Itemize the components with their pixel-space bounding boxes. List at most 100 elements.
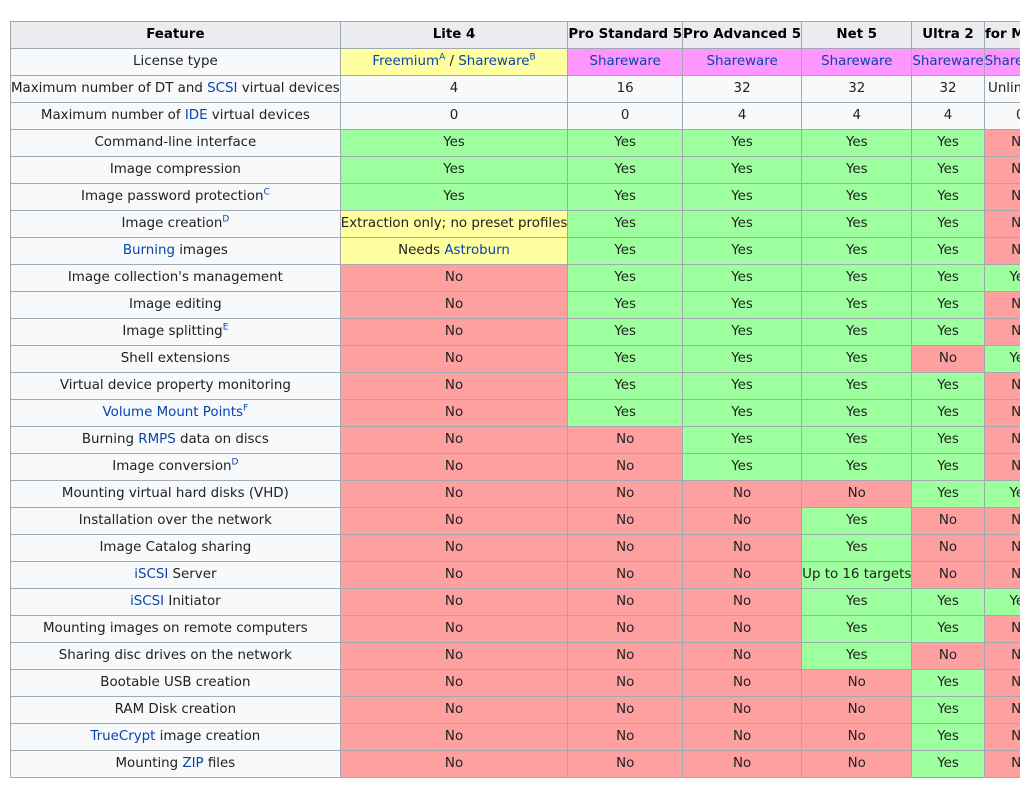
value-cell: Yes: [983, 345, 1020, 373]
value-cell: Yes: [682, 426, 803, 454]
table-row: Image editingNoYesYesYesYesNo: [10, 291, 1020, 319]
value-cell: 4: [801, 102, 913, 130]
value-cell: No: [567, 453, 684, 481]
value-cell: 32: [682, 75, 803, 103]
footnote-marker[interactable]: A: [439, 52, 446, 63]
value-cell: No: [983, 615, 1020, 643]
table-row: RAM Disk creationNoNoNoNoYesNo: [10, 696, 1020, 724]
wiki-link[interactable]: Shareware: [821, 54, 893, 69]
cell-text: Needs: [398, 243, 445, 258]
wiki-link[interactable]: Shareware: [458, 54, 530, 69]
value-cell: No: [983, 372, 1020, 400]
value-cell: No: [339, 750, 569, 778]
table-row: Burning images Needs Astroburn Yes Yes Yes Ye…: [10, 237, 1020, 265]
wiki-link[interactable]: ZIP: [182, 756, 204, 771]
cell-text: /: [445, 54, 459, 69]
value-cell: Yes: [911, 426, 985, 454]
value-cell: Yes: [682, 237, 803, 265]
feature-cell: Burning images: [10, 237, 341, 265]
value-cell: 4: [339, 75, 569, 103]
value-cell: Yes: [801, 615, 913, 643]
wiki-link[interactable]: TrueCrypt: [90, 729, 156, 744]
value-cell: Yes: [983, 264, 1020, 292]
wiki-link[interactable]: RMPS: [138, 432, 176, 447]
wiki-link[interactable]: Volume Mount Points: [102, 405, 244, 420]
wiki-link[interactable]: Shareware: [912, 54, 984, 69]
value-cell: Yes: [682, 372, 803, 400]
value-cell: No: [983, 453, 1020, 481]
value-cell: Yes: [911, 318, 985, 346]
cell-text: Sharing disc drives on the network: [58, 648, 292, 663]
wiki-link[interactable]: Astroburn: [444, 243, 510, 258]
value-cell: Yes: [911, 372, 985, 400]
value-cell: Yes: [983, 588, 1020, 616]
footnote-marker[interactable]: B: [529, 52, 536, 63]
feature-cell: Maximum number of IDE virtual devices: [10, 102, 341, 130]
value-cell: No: [567, 561, 684, 589]
value-cell: No: [983, 156, 1020, 184]
value-cell: Yes: [339, 156, 569, 184]
wiki-link[interactable]: Shareware: [589, 54, 661, 69]
wiki-link[interactable]: Shareware: [984, 54, 1020, 69]
wiki-link[interactable]: Burning: [122, 243, 175, 258]
value-cell: No: [567, 534, 684, 562]
wiki-link[interactable]: iSCSI: [134, 567, 169, 582]
value-cell: Yes: [911, 723, 985, 751]
value-cell: No: [682, 750, 803, 778]
wiki-link[interactable]: Freemium: [372, 54, 440, 69]
wiki-link[interactable]: iSCSI: [130, 594, 165, 609]
feature-cell: Image collection's management: [10, 264, 341, 292]
value-cell: No: [911, 642, 985, 670]
value-cell: Yes: [801, 642, 913, 670]
cell-text: files: [203, 756, 236, 771]
value-cell: No: [983, 183, 1020, 211]
wiki-link[interactable]: IDE: [184, 108, 208, 123]
table-header: Feature Lite 4 Pro Standard 5 Pro Advanc…: [10, 21, 1020, 49]
value-cell: No: [682, 723, 803, 751]
value-cell: Yes: [682, 453, 803, 481]
table-row: TrueCrypt image creationNoNoNoNoYesNo: [10, 723, 1020, 751]
value-cell: No: [339, 588, 569, 616]
value-cell: No: [801, 750, 913, 778]
table-row: Image Catalog sharingNoNoNoYesNoNo: [10, 534, 1020, 562]
feature-cell: Maximum number of DT and SCSI virtual de…: [10, 75, 341, 103]
footnote-marker[interactable]: D: [231, 457, 239, 468]
value-cell: No: [682, 480, 803, 508]
table-row: Mounting images on remote computers No No N…: [10, 615, 1020, 643]
feature-cell: Mounting ZIP files: [10, 750, 341, 778]
wiki-link[interactable]: Shareware: [706, 54, 778, 69]
table-row: Mounting virtual hard disks (VHD) No No No N…: [10, 480, 1020, 508]
value-cell: Unlimited: [983, 75, 1020, 103]
col-header-feature: Feature: [10, 21, 341, 49]
value-cell: Yes: [567, 318, 684, 346]
value-cell: No: [682, 588, 803, 616]
cell-text: Command-line interface: [94, 135, 257, 150]
table-row: Image compressionYesYesYesYesYesNo: [10, 156, 1020, 184]
value-cell: Yes: [567, 291, 684, 319]
value-cell: Shareware: [682, 48, 803, 76]
value-cell: No: [339, 345, 569, 373]
value-cell: Yes: [567, 156, 684, 184]
value-cell: Yes: [801, 291, 913, 319]
footnote-marker[interactable]: C: [263, 187, 270, 198]
value-cell: Shareware: [983, 48, 1020, 76]
feature-cell: Mounting virtual hard disks (VHD): [10, 480, 341, 508]
footnote-marker[interactable]: D: [222, 214, 230, 225]
value-cell: No: [983, 210, 1020, 238]
table-row: Shell extensionsNoYesYesYesNoYes: [10, 345, 1020, 373]
comparison-table: Feature Lite 4 Pro Standard 5 Pro Advanc…: [10, 21, 1020, 778]
cell-text: Image Catalog sharing: [99, 540, 252, 555]
wiki-link[interactable]: SCSI: [207, 81, 238, 96]
feature-cell: Image editing: [10, 291, 341, 319]
cell-text: Image conversion: [112, 459, 232, 474]
value-cell: Yes: [801, 507, 913, 535]
footnote-marker[interactable]: E: [222, 322, 229, 333]
value-cell: FreemiumA / SharewareB: [339, 48, 569, 76]
feature-cell: iSCSI Initiator: [10, 588, 341, 616]
footnote-marker[interactable]: F: [243, 403, 249, 414]
value-cell: Yes: [911, 183, 985, 211]
value-cell: Yes: [801, 588, 913, 616]
feature-cell: Image password protectionC: [10, 183, 341, 211]
value-cell: Yes: [911, 615, 985, 643]
value-cell: Yes: [911, 669, 985, 697]
